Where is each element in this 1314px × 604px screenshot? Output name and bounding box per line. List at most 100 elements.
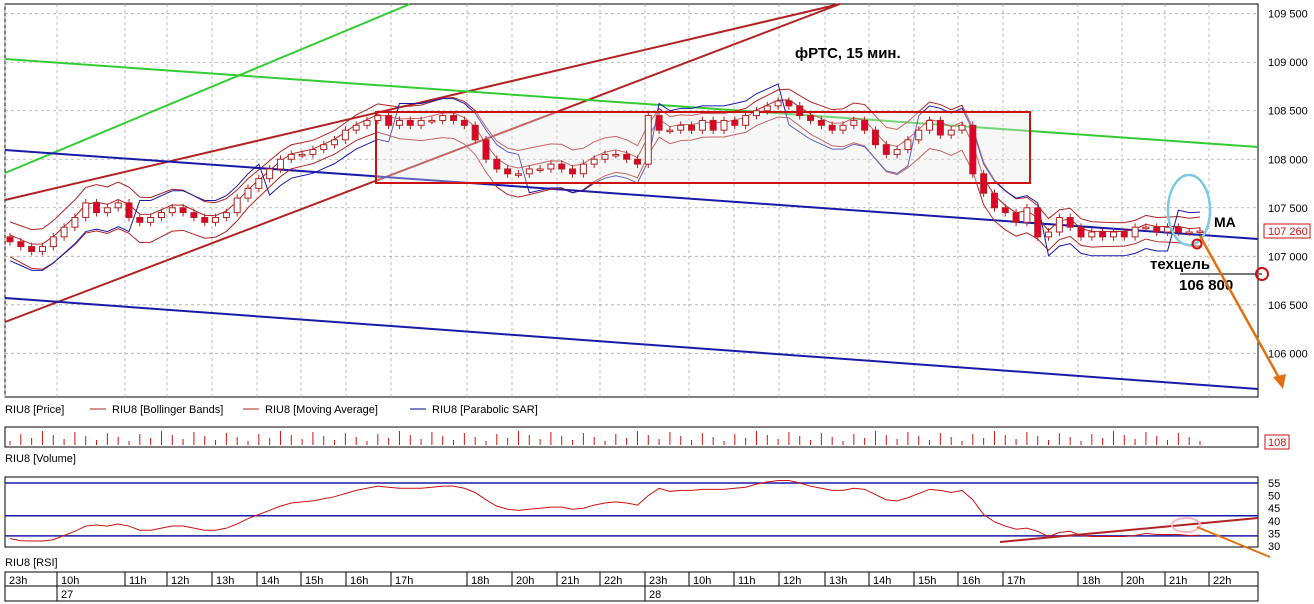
- rsi-tick-label: 30: [1268, 541, 1280, 553]
- candle-body: [266, 168, 274, 180]
- candle-body: [60, 226, 68, 238]
- x-tick-label: 18h: [471, 575, 489, 587]
- candle-body: [82, 202, 90, 218]
- x-tick-label: 15h: [305, 575, 323, 587]
- candle-body: [655, 115, 663, 131]
- candle-body: [1088, 231, 1096, 238]
- candle-body: [720, 119, 728, 131]
- candle-body: [525, 168, 533, 175]
- candle-body: [471, 124, 479, 141]
- candle-body: [417, 119, 425, 126]
- volume-panel: [4, 426, 1259, 448]
- last-price-box: [1263, 223, 1311, 239]
- x-tick-label: 12h: [783, 575, 801, 587]
- candle-body: [287, 153, 295, 160]
- price-panel: [4, 3, 1259, 398]
- rsi-forecast: [1196, 526, 1271, 558]
- candle-body: [136, 216, 144, 223]
- candle-body: [936, 119, 944, 136]
- candle-body: [633, 158, 641, 165]
- candle-body: [482, 139, 490, 160]
- rsi-line: [9, 480, 1201, 542]
- candle-body: [374, 115, 382, 121]
- candle-body: [363, 119, 371, 126]
- candle-body: [320, 144, 328, 151]
- y-tick-label: 109 500: [1268, 9, 1308, 21]
- candle-body: [244, 187, 252, 199]
- y-tick-label: 106 000: [1268, 348, 1308, 360]
- candle-body: [969, 124, 977, 175]
- candle-body: [558, 163, 566, 170]
- candle-body: [1077, 226, 1085, 238]
- candle-body: [1174, 226, 1182, 233]
- target-circle: [1255, 267, 1269, 281]
- y-tick-label: 109 000: [1268, 57, 1308, 69]
- y-tick-label: 107 000: [1268, 251, 1308, 263]
- x-tick-label: 22h: [604, 575, 622, 587]
- last-price-label: 107 260: [1268, 226, 1308, 238]
- candle-body: [763, 105, 771, 112]
- candle-body: [623, 153, 631, 160]
- x-tick-label: 10h: [693, 575, 711, 587]
- candle-body: [385, 115, 393, 126]
- candle-body: [514, 173, 522, 176]
- x-tick-label: 16h: [350, 575, 368, 587]
- y-tick-label: 106 500: [1268, 300, 1308, 312]
- bollinger-lower: [9, 116, 1201, 270]
- x-tick-label: 22h: [1213, 575, 1231, 587]
- candle-body: [1109, 231, 1117, 238]
- candles: [6, 97, 1204, 256]
- trend-line: [4, 3, 841, 323]
- time-ticks: 23h 10h 11h 12h 13h 14h 15h 16h 17h 18h 20h 21h 22h 2…: [4, 572, 1258, 601]
- x-tick-label: 11h: [738, 575, 756, 587]
- candle-body: [168, 207, 176, 214]
- legend-price: RIU8 [Price]: [5, 404, 64, 416]
- candle-body: [450, 115, 458, 121]
- x-tick-label: 13h: [829, 575, 847, 587]
- x-tick-label: 13h: [216, 575, 234, 587]
- x-tick-label: 16h: [962, 575, 980, 587]
- x-tick-label: 20h: [1126, 575, 1144, 587]
- candle-body: [601, 153, 609, 160]
- ma-annotation: MA: [1214, 214, 1236, 230]
- x-tick-label: 23h: [649, 575, 667, 587]
- candle-body: [493, 158, 501, 170]
- trend-line: [4, 297, 1259, 390]
- candle-body: [157, 212, 165, 218]
- chart-title: фРТС, 15 мин.: [795, 45, 901, 62]
- candle-body: [49, 236, 57, 248]
- candle-body: [125, 202, 133, 218]
- candle-body: [428, 119, 436, 123]
- trend-line: [4, 3, 841, 201]
- candle-body: [460, 119, 468, 126]
- candle-body: [1012, 212, 1020, 223]
- legend: RIU8 [Price] RIU8 [Bollinger Bands] RIU8…: [5, 404, 538, 416]
- candle-body: [114, 202, 122, 209]
- candle-body: [71, 216, 79, 228]
- candle-body: [201, 216, 209, 223]
- candle-body: [341, 129, 349, 141]
- candle-body: [255, 178, 263, 189]
- x-tick-label: 18h: [1082, 575, 1100, 587]
- candle-body: [6, 236, 14, 243]
- candle-body: [807, 115, 815, 121]
- candle-body: [147, 216, 155, 223]
- candle-body: [298, 153, 306, 157]
- candle-body: [709, 119, 717, 131]
- candle-body: [1142, 226, 1150, 230]
- candle-body: [688, 124, 696, 131]
- candle-body: [222, 212, 230, 218]
- candle-body: [980, 173, 988, 194]
- candle-body: [882, 144, 890, 155]
- x-tick-label: 21h: [561, 575, 579, 587]
- candle-body: [1055, 216, 1063, 233]
- candle-body: [947, 129, 955, 136]
- candle-body: [1045, 231, 1053, 238]
- rsi-tick-label: 55: [1268, 478, 1280, 490]
- trend-line: [4, 149, 1259, 240]
- candle-body: [1185, 231, 1193, 235]
- candle-body: [796, 105, 804, 117]
- candle-body: [439, 115, 447, 121]
- x-tick-label: 15h: [918, 575, 936, 587]
- trend-line: [4, 58, 1259, 148]
